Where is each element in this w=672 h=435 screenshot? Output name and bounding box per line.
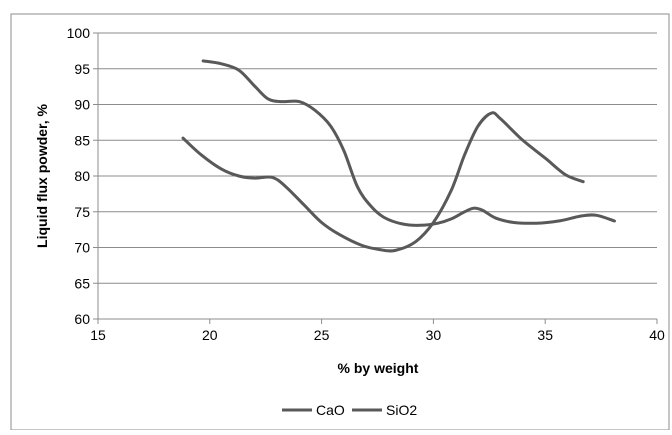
x-axis-title: % by weight xyxy=(338,360,419,376)
y-tick-label: 60 xyxy=(74,311,90,327)
series-line-sio2 xyxy=(201,59,616,227)
x-tick-label: 20 xyxy=(202,327,218,343)
y-tick-label: 85 xyxy=(74,132,90,148)
legend-label-cao: CaO xyxy=(316,402,345,418)
y-axis-title: Liquid flux powder, % xyxy=(34,104,50,248)
x-tick-label: 35 xyxy=(537,327,553,343)
gridlines xyxy=(98,32,657,284)
legend-label-sio2: SiO2 xyxy=(386,402,417,418)
series-line-cao xyxy=(181,111,585,253)
x-tick-label: 40 xyxy=(649,327,665,343)
series-lines xyxy=(181,59,616,253)
y-tick-label: 70 xyxy=(74,240,90,256)
y-tick-label: 75 xyxy=(74,204,90,220)
x-tick-label: 25 xyxy=(314,327,330,343)
x-tick-label: 15 xyxy=(90,327,106,343)
y-tick-label: 80 xyxy=(74,168,90,184)
y-tick-label: 100 xyxy=(67,25,91,41)
y-tick-label: 65 xyxy=(74,275,90,291)
axes xyxy=(93,32,658,324)
y-tick-label: 90 xyxy=(74,97,90,113)
tick-labels: 60 65 70 75 80 85 90 95 100 15 20 25 30 35 40 xyxy=(67,25,665,343)
legend: CaO SiO2 xyxy=(282,402,417,418)
x-tick-label: 30 xyxy=(426,327,442,343)
y-tick-label: 95 xyxy=(74,61,90,77)
